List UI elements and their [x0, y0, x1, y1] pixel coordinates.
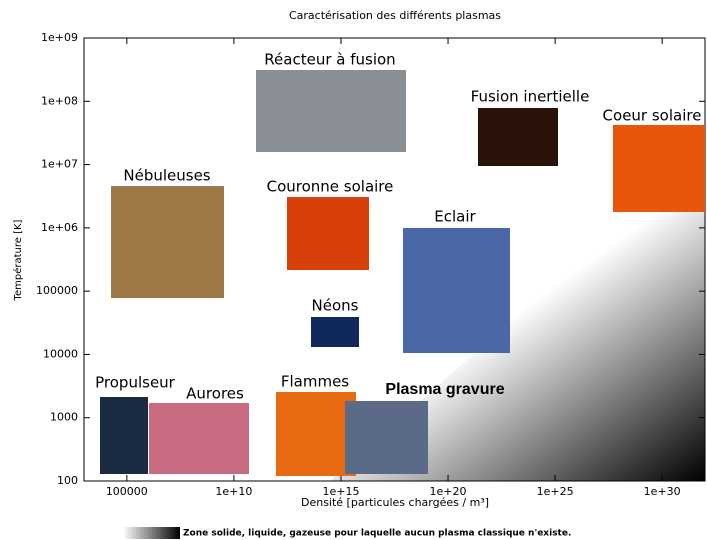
x-axis-label: Densité [particules chargées / m³] [301, 496, 489, 509]
picture [613, 125, 705, 212]
annotation: Plasma gravure [385, 381, 504, 398]
picture [276, 392, 356, 476]
x-tick-label: 1e+30 [644, 485, 681, 498]
x-tick-label: 1e+20 [430, 485, 467, 498]
picture [100, 397, 148, 474]
annotation: Flammes [281, 373, 349, 391]
annotation: Coeur solaire [603, 107, 702, 125]
picture [311, 317, 359, 347]
annotation: Néons [312, 297, 359, 315]
y-tick-label: 100000 [36, 284, 78, 297]
x-tick-label: 1e+10 [215, 485, 252, 498]
annotation: Réacteur à fusion [264, 51, 395, 69]
picture [111, 186, 224, 298]
annotation: Fusion inertielle [471, 88, 590, 106]
x-tick-label: 1e+25 [537, 485, 574, 498]
picture [149, 403, 249, 474]
chart-title: Caractérisation des différents plasmas [289, 9, 501, 22]
picture [287, 197, 369, 270]
picture [478, 108, 558, 166]
y-tick-label: 1e+08 [41, 94, 78, 107]
picture [345, 401, 428, 474]
y-tick-label: 1e+06 [41, 221, 78, 234]
solid-zone [330, 150, 705, 481]
y-tick-label: 1e+07 [41, 158, 78, 171]
annotation: Couronne solaire [267, 178, 394, 196]
annotation: Nébuleuses [123, 167, 210, 185]
y-tick-label: 100 [57, 474, 78, 487]
y-tick-label: 1000 [50, 411, 78, 424]
y-tick-label: 10000 [43, 347, 78, 360]
x-tick-label: 1e+15 [322, 485, 359, 498]
x-tick-label: 100000 [106, 485, 148, 498]
picture [256, 70, 406, 152]
y-axis-label: Température [K] [12, 219, 24, 301]
legend-swatch [123, 527, 180, 539]
annotation: Aurores [186, 385, 244, 403]
picture [403, 228, 510, 353]
plot-frame [83, 37, 706, 482]
annotation: Eclair [434, 208, 476, 226]
annotation: Propulseur [95, 374, 176, 392]
y-tick-label: 1e+09 [41, 31, 78, 44]
legend-text: Zone solide, liquide, gazeuse pour laque… [183, 529, 571, 539]
